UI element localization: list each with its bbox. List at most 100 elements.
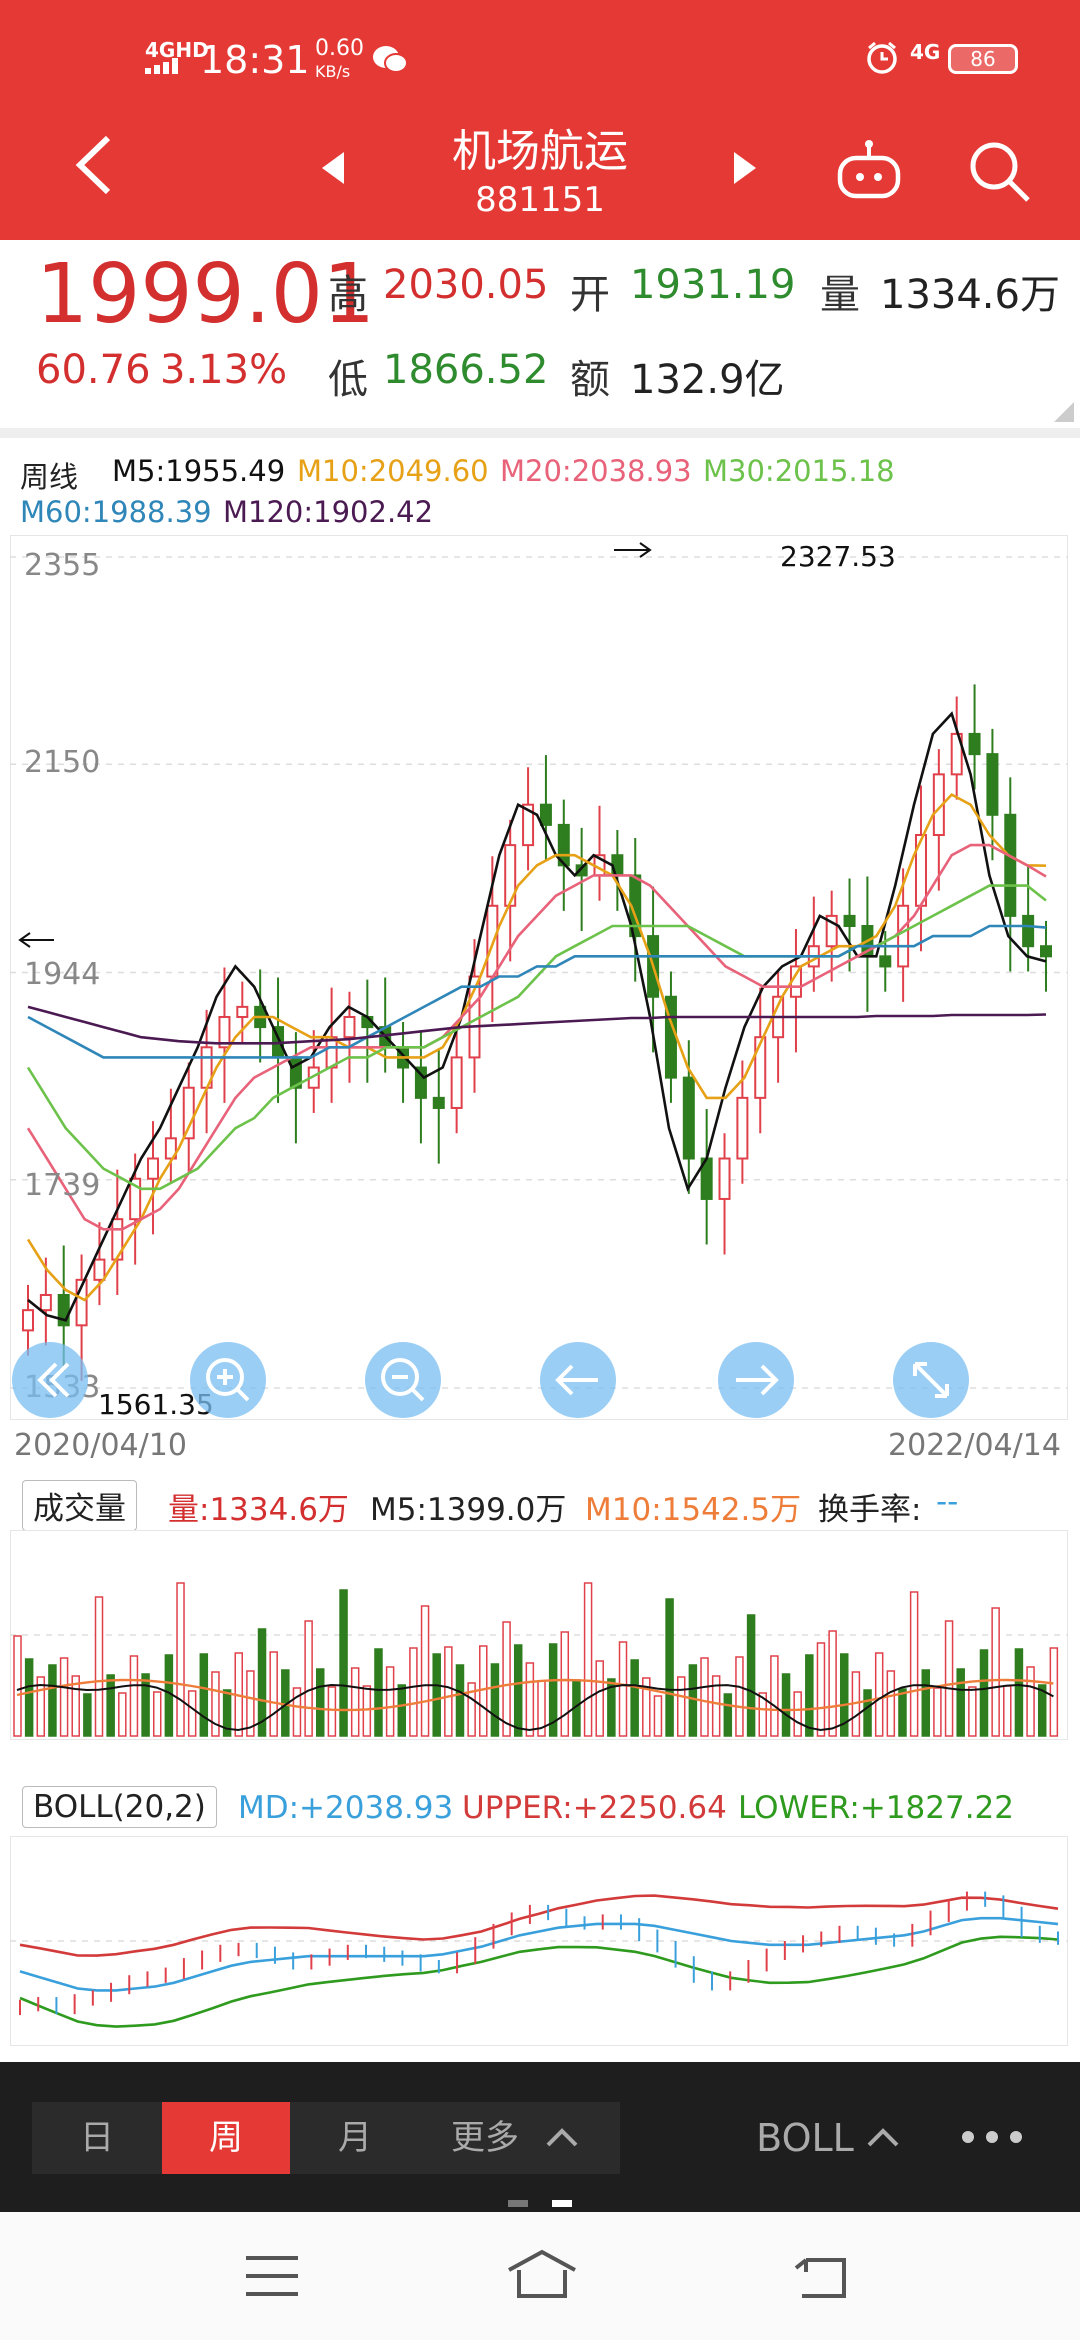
expand-corner-icon[interactable]: [1054, 402, 1074, 426]
move-right-button[interactable]: [718, 1342, 794, 1418]
candle-body: [539, 803, 552, 826]
volume-bar: [397, 1684, 407, 1737]
boll-title[interactable]: BOLL(20,2): [22, 1786, 217, 1828]
candle-body: [218, 1015, 231, 1049]
period-toolbar: 日 周 月 更多 BOLL: [0, 2062, 1080, 2212]
prev-stock-icon[interactable]: [318, 148, 348, 192]
candle-body: [986, 753, 999, 816]
menu-icon[interactable]: [244, 2254, 300, 2302]
volume-bar: [746, 1614, 756, 1737]
volume-bar: [246, 1670, 255, 1737]
date-start: 2020/04/10: [14, 1428, 187, 1463]
volume-bar: [944, 1620, 954, 1737]
ma-line-m10: [26, 792, 1047, 1302]
more-options-icon[interactable]: [960, 2122, 1024, 2156]
candle-body: [450, 1056, 463, 1109]
tab-month[interactable]: 月: [338, 2118, 372, 2158]
volume-bar: [374, 1648, 383, 1737]
volume-bar: [758, 1692, 767, 1737]
volume-bar: [723, 1693, 733, 1737]
boll-chart[interactable]: [10, 1836, 1068, 2046]
search-icon[interactable]: [966, 138, 1032, 208]
price-chart[interactable]: [10, 535, 1068, 1420]
candle-body: [736, 1096, 749, 1160]
candle-body: [147, 1157, 160, 1180]
net-speed-unit: KB/s: [315, 62, 351, 81]
volume-bar: [420, 1605, 430, 1737]
volume-m10: M10:1542.5万: [585, 1492, 802, 1528]
zoom-in-button[interactable]: [190, 1342, 266, 1418]
volume-bar: [490, 1663, 500, 1737]
price-change: 60.76: [36, 347, 151, 393]
next-stock-icon[interactable]: [730, 148, 760, 192]
candle-body: [825, 914, 838, 948]
volume-bar: [781, 1673, 791, 1737]
volume-bar: [909, 1591, 919, 1737]
volume-bar: [560, 1631, 570, 1737]
divider: [0, 428, 1080, 438]
volume-bar: [828, 1630, 837, 1737]
volume-bar: [467, 1682, 476, 1737]
boll-upper: UPPER:+2250.64: [462, 1790, 727, 1826]
tab-day[interactable]: 日: [80, 2118, 114, 2158]
turnover-label: 换手率:: [818, 1492, 922, 1528]
robot-icon[interactable]: [836, 138, 902, 204]
stock-name: 机场航运: [452, 126, 628, 177]
candle-body: [129, 1177, 142, 1221]
stock-code: 881151: [475, 180, 605, 220]
volume-bar: [152, 1691, 162, 1737]
ma-line-m120: [27, 1005, 1047, 1045]
indicator-select[interactable]: BOLL: [756, 2116, 854, 2160]
ma20-legend: M20:2038.93: [500, 454, 692, 488]
tab-more[interactable]: 更多: [451, 2118, 519, 2158]
back-nav-icon[interactable]: [790, 2252, 850, 2304]
volume-bar: [409, 1647, 418, 1737]
price-change-pct: 3.13%: [160, 347, 288, 393]
volume-bar: [1014, 1648, 1024, 1737]
home-icon[interactable]: [505, 2248, 579, 2304]
volume-bar: [362, 1685, 372, 1737]
volume-bar: [106, 1674, 115, 1737]
volume-bar: [199, 1653, 209, 1737]
volume-bar: [513, 1644, 523, 1737]
high-label: 高: [328, 272, 368, 318]
volume-m5: M5:1399.0万: [370, 1492, 567, 1528]
volume-bar: [793, 1691, 802, 1737]
candle-body: [22, 1309, 34, 1332]
y-tick-label: 2150: [24, 745, 101, 780]
ma-line-m5: [27, 711, 1047, 1322]
ma30-legend: M30:2015.18: [703, 454, 895, 488]
volume-current: 量:1334.6万: [168, 1492, 349, 1528]
volume-bar: [13, 1635, 22, 1737]
volume-bar: [129, 1655, 139, 1737]
candle-body: [93, 1258, 106, 1281]
volume-bar: [316, 1668, 325, 1737]
volume-chart[interactable]: [10, 1530, 1068, 1740]
volume-bar: [979, 1649, 989, 1737]
volume-bar: [24, 1658, 34, 1737]
y-tick-label: 2355: [24, 548, 101, 583]
amount-value: 132.9亿: [630, 357, 785, 403]
page-indicator: [508, 2200, 528, 2207]
candle-body: [1004, 813, 1017, 917]
candle-body: [414, 1066, 427, 1099]
volume-title[interactable]: 成交量: [22, 1480, 137, 1531]
volume-value: 1334.6万: [880, 272, 1060, 318]
move-left-button[interactable]: [540, 1342, 616, 1418]
app-header: 4GHD 18:31 0.60 KB/s 4G 86 机场航运 881151: [0, 0, 1080, 240]
volume-bar: [770, 1655, 779, 1737]
fullscreen-button[interactable]: [893, 1342, 969, 1418]
back-icon[interactable]: [70, 130, 120, 204]
candle-body: [682, 1076, 695, 1160]
boll-md: MD:+2038.93: [238, 1790, 454, 1826]
volume-bar: [583, 1582, 593, 1737]
battery-level: 86: [970, 47, 996, 71]
page-indicator-active: [552, 2200, 572, 2207]
tab-week[interactable]: 周: [162, 2102, 290, 2174]
volume-bar: [444, 1646, 453, 1737]
zoom-out-button[interactable]: [365, 1342, 441, 1418]
zoom-back-button[interactable]: [12, 1342, 88, 1418]
candle-body: [164, 1137, 177, 1160]
ma-line-m60: [27, 924, 1047, 1059]
candle-body: [843, 914, 856, 927]
